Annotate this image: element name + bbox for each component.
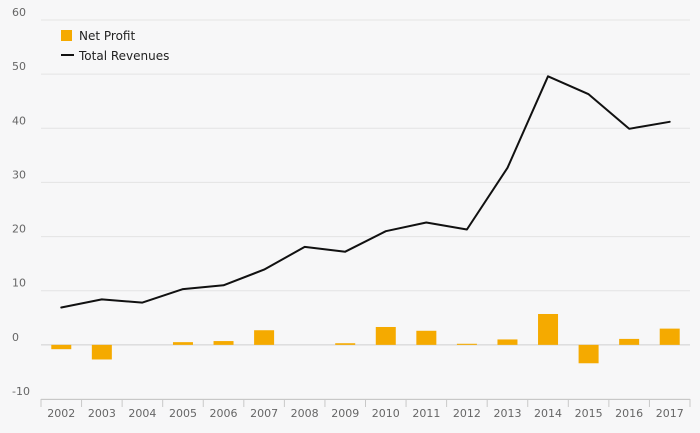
x-tick-label: 2009 — [331, 407, 359, 420]
net-profit-bar[interactable] — [375, 326, 396, 345]
total-revenues-point[interactable] — [667, 119, 673, 125]
net-profit-bar[interactable] — [538, 313, 559, 345]
x-tick-label: 2015 — [575, 407, 603, 420]
net-profit-bar[interactable] — [172, 342, 193, 345]
total-revenues-point[interactable] — [180, 286, 186, 292]
total-revenues-point[interactable] — [221, 282, 227, 288]
x-tick-label: 2010 — [372, 407, 400, 420]
x-tick-label: 2011 — [412, 407, 440, 420]
legend: Net Profit Total Revenues — [61, 29, 169, 63]
net-profit-bar[interactable] — [416, 330, 437, 345]
x-tick-label: 2005 — [169, 407, 197, 420]
total-revenues-line[interactable] — [60, 75, 671, 309]
net-profit-bar[interactable] — [254, 330, 275, 345]
total-revenues-point[interactable] — [342, 249, 348, 255]
x-tick-label: 2014 — [534, 407, 562, 420]
net-profit-bar[interactable] — [619, 338, 640, 345]
net-profit-bar[interactable] — [497, 339, 518, 345]
total-revenues-point[interactable] — [626, 126, 632, 132]
total-revenues-point[interactable] — [464, 227, 470, 233]
legend-label-net-profit: Net Profit — [79, 29, 135, 43]
total-revenues-point[interactable] — [99, 296, 105, 302]
x-tick-label: 2006 — [210, 407, 238, 420]
y-tick-label: -10 — [12, 385, 30, 398]
total-revenues-point[interactable] — [302, 244, 308, 250]
net-profit-bar[interactable] — [213, 341, 234, 345]
x-axis: 2002 2003 2004 2005 2006 2007 2008 2009 2010 2011… — [40, 399, 691, 420]
total-revenues-point[interactable] — [383, 228, 389, 234]
x-tick-label: 2003 — [88, 407, 116, 420]
total-revenues-line-group — [58, 73, 673, 310]
total-revenues-point[interactable] — [586, 91, 592, 97]
y-tick-label: 10 — [12, 277, 26, 290]
y-axis-tick-labels: -10 0 10 20 30 40 50 60 — [12, 6, 30, 398]
x-tick-label: 2017 — [656, 407, 684, 420]
net-profit-bar[interactable] — [51, 344, 72, 350]
x-tick-label: 2007 — [250, 407, 278, 420]
x-tick-label: 2016 — [615, 407, 643, 420]
total-revenues-point[interactable] — [504, 165, 510, 171]
x-tick-label: 2013 — [493, 407, 521, 420]
x-tick-label: 2012 — [453, 407, 481, 420]
total-revenues-point[interactable] — [58, 304, 64, 310]
legend-item-total-revenues: Total Revenues — [61, 49, 169, 63]
y-tick-label: 60 — [12, 6, 26, 19]
legend-swatch-net-profit — [61, 30, 72, 41]
legend-label-total-revenues: Total Revenues — [78, 49, 169, 63]
total-revenues-point[interactable] — [261, 267, 267, 273]
total-revenues-point[interactable] — [423, 219, 429, 225]
y-tick-label: 0 — [12, 331, 19, 344]
net-profit-bar[interactable] — [335, 343, 356, 345]
legend-item-net-profit: Net Profit — [61, 29, 135, 43]
net-profit-bars — [51, 313, 680, 364]
x-tick-label: 2002 — [47, 407, 75, 420]
total-revenues-point[interactable] — [545, 73, 551, 79]
x-tick-label: 2008 — [291, 407, 319, 420]
net-profit-bar[interactable] — [456, 343, 477, 345]
net-profit-bar[interactable] — [659, 328, 680, 345]
net-profit-bar[interactable] — [91, 344, 112, 360]
y-tick-label: 40 — [12, 114, 26, 127]
x-tick-label: 2004 — [128, 407, 156, 420]
net-profit-bar[interactable] — [578, 344, 599, 364]
y-tick-label: 20 — [12, 223, 26, 236]
total-revenues-point[interactable] — [139, 300, 145, 306]
y-tick-label: 30 — [12, 168, 26, 181]
y-tick-label: 50 — [12, 60, 26, 73]
grid-lines — [41, 19, 690, 400]
